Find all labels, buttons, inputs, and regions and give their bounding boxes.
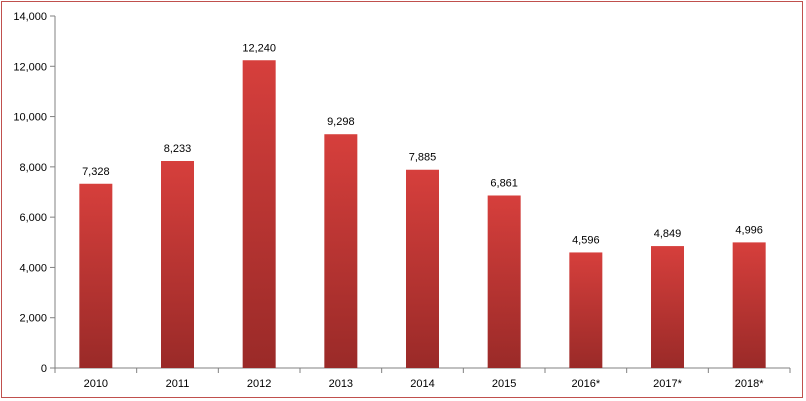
x-tick-label: 2018* [735,378,764,390]
y-tick-label: 0 [41,363,47,375]
x-tick-label: 2016* [571,378,600,390]
bar-value-label: 8,233 [164,143,192,155]
bar-value-label: 7,328 [82,166,110,178]
bar-value-label: 4,849 [654,228,682,240]
y-tick-label: 8,000 [19,162,47,174]
bar [569,252,603,368]
bar [406,169,439,368]
bar [242,60,276,368]
x-tick-label: 2010 [84,378,108,390]
x-tick-label: 2014 [410,378,434,390]
bar [651,246,684,368]
x-tick-label: 2011 [166,378,190,390]
bar-value-label: 9,298 [327,116,355,128]
y-axis-ticks: 0 2,000 4,000 6,000 8,000 10,000 12,000 14,000 [13,11,55,375]
x-axis-ticks: 2010 2011 2012 2013 2014 2015 2016* 2017* 2018* [54,368,791,390]
x-tick-label: 2012 [247,378,271,390]
bar-series [79,60,766,368]
y-tick-label: 6,000 [19,212,47,224]
bar [161,160,194,368]
bar [487,195,521,368]
bar [732,242,766,368]
x-tick-label: 2017* [653,378,682,390]
bar-value-label: 4,596 [572,234,600,246]
x-tick-label: 2013 [329,378,353,390]
bar-value-label: 4,996 [735,224,763,236]
y-tick-label: 12,000 [13,61,47,73]
bar [324,134,358,368]
bar-value-label: 12,240 [242,42,276,54]
y-tick-label: 14,000 [13,11,47,23]
bar-value-label: 7,885 [409,152,437,164]
bar [79,183,113,368]
y-tick-label: 2,000 [19,313,47,325]
bar-value-label: 6,861 [490,177,518,189]
data-labels: 7,328 8,233 12,240 9,298 7,885 6,861 4,596 4,84… [82,42,763,246]
y-tick-label: 10,000 [13,112,47,124]
x-tick-label: 2015 [492,378,516,390]
y-tick-label: 4,000 [19,262,47,274]
